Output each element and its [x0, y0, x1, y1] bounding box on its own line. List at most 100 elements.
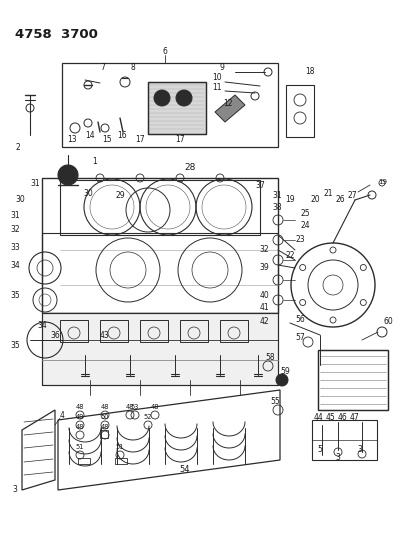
Bar	[318, 350, 388, 410]
Text: 16: 16	[117, 131, 127, 140]
Text: 38: 38	[272, 204, 282, 213]
Text: 54: 54	[180, 465, 190, 474]
Text: 50: 50	[101, 414, 109, 420]
Bar	[42, 233, 278, 313]
Text: 59: 59	[280, 367, 290, 376]
Text: 9: 9	[220, 63, 224, 72]
Text: 4: 4	[60, 410, 64, 419]
Bar	[60, 320, 88, 342]
Bar	[42, 313, 278, 385]
Text: 20: 20	[310, 196, 320, 205]
Text: 30: 30	[15, 196, 25, 205]
Text: 3: 3	[13, 486, 18, 495]
Text: 24: 24	[300, 221, 310, 230]
Text: 46: 46	[337, 414, 347, 423]
Text: 36: 36	[50, 330, 60, 340]
Text: 21: 21	[323, 189, 333, 198]
Text: 55: 55	[270, 398, 280, 407]
Bar	[62, 63, 278, 147]
Text: 27: 27	[347, 191, 357, 200]
Text: 48: 48	[126, 404, 134, 410]
Polygon shape	[215, 95, 245, 122]
Text: 49: 49	[76, 414, 84, 420]
Text: 34: 34	[10, 261, 20, 270]
Text: 47: 47	[349, 414, 359, 423]
Text: 53: 53	[131, 404, 139, 410]
Text: 51: 51	[76, 444, 84, 450]
Circle shape	[58, 165, 78, 185]
Bar	[312, 420, 377, 460]
Text: 13: 13	[67, 135, 77, 144]
Text: 41: 41	[259, 303, 269, 312]
Bar	[115, 458, 127, 464]
Text: 48: 48	[76, 404, 84, 410]
Text: 31: 31	[272, 191, 282, 200]
Text: 29: 29	[115, 190, 125, 199]
Text: 60: 60	[383, 318, 393, 327]
Text: 43: 43	[100, 330, 110, 340]
Bar	[286, 85, 314, 137]
Text: 10: 10	[212, 74, 222, 83]
Text: 3: 3	[335, 454, 340, 463]
Circle shape	[176, 90, 192, 106]
Text: 40: 40	[259, 290, 269, 300]
Text: 23: 23	[295, 236, 305, 245]
Text: 26: 26	[335, 196, 345, 205]
Text: 44: 44	[313, 414, 323, 423]
Bar	[42, 178, 278, 313]
Text: 45: 45	[325, 414, 335, 423]
Text: 5: 5	[317, 446, 322, 455]
Text: 18: 18	[305, 68, 315, 77]
Bar	[318, 350, 388, 410]
Text: 42: 42	[259, 318, 269, 327]
Text: 31: 31	[30, 180, 40, 189]
Text: 1: 1	[93, 157, 98, 166]
Text: 34: 34	[37, 320, 47, 329]
Text: 17: 17	[135, 135, 145, 144]
Text: 14: 14	[85, 131, 95, 140]
Text: 57: 57	[295, 334, 305, 343]
Text: 35: 35	[10, 290, 20, 300]
Bar	[60, 180, 260, 235]
Text: 31: 31	[10, 211, 20, 220]
Text: 33: 33	[10, 244, 20, 253]
Text: 7: 7	[100, 63, 105, 72]
Text: 2: 2	[16, 142, 20, 151]
Circle shape	[154, 90, 170, 106]
Text: 22: 22	[285, 251, 295, 260]
Text: 11: 11	[212, 84, 222, 93]
Text: 3: 3	[357, 446, 362, 455]
Text: 48: 48	[101, 424, 109, 430]
Text: 6: 6	[162, 47, 167, 56]
Text: 48: 48	[101, 404, 109, 410]
Text: 37: 37	[255, 181, 265, 190]
Bar	[148, 82, 206, 134]
Text: 32: 32	[259, 246, 269, 254]
Text: 56: 56	[295, 316, 305, 325]
Text: 35: 35	[10, 341, 20, 350]
Text: 19: 19	[379, 179, 388, 185]
Text: 19: 19	[285, 196, 295, 205]
Bar	[180, 320, 208, 342]
Text: 51: 51	[116, 444, 124, 450]
Bar	[100, 430, 108, 438]
Text: 30: 30	[83, 190, 93, 198]
Text: 28: 28	[184, 164, 196, 173]
Text: 48: 48	[76, 424, 84, 430]
Bar	[148, 82, 206, 134]
Circle shape	[276, 374, 288, 386]
Text: 17: 17	[175, 135, 185, 144]
Bar	[140, 320, 168, 342]
Text: 39: 39	[259, 263, 269, 272]
Text: 4758  3700: 4758 3700	[15, 28, 98, 41]
Bar	[100, 320, 128, 342]
Bar	[220, 320, 248, 342]
Bar	[78, 458, 90, 464]
Text: 52: 52	[144, 414, 152, 420]
Text: 12: 12	[223, 100, 233, 109]
Text: 58: 58	[265, 353, 275, 362]
Text: 32: 32	[10, 225, 20, 235]
Text: 48: 48	[151, 404, 159, 410]
Text: 8: 8	[131, 63, 135, 72]
Bar	[42, 313, 278, 385]
